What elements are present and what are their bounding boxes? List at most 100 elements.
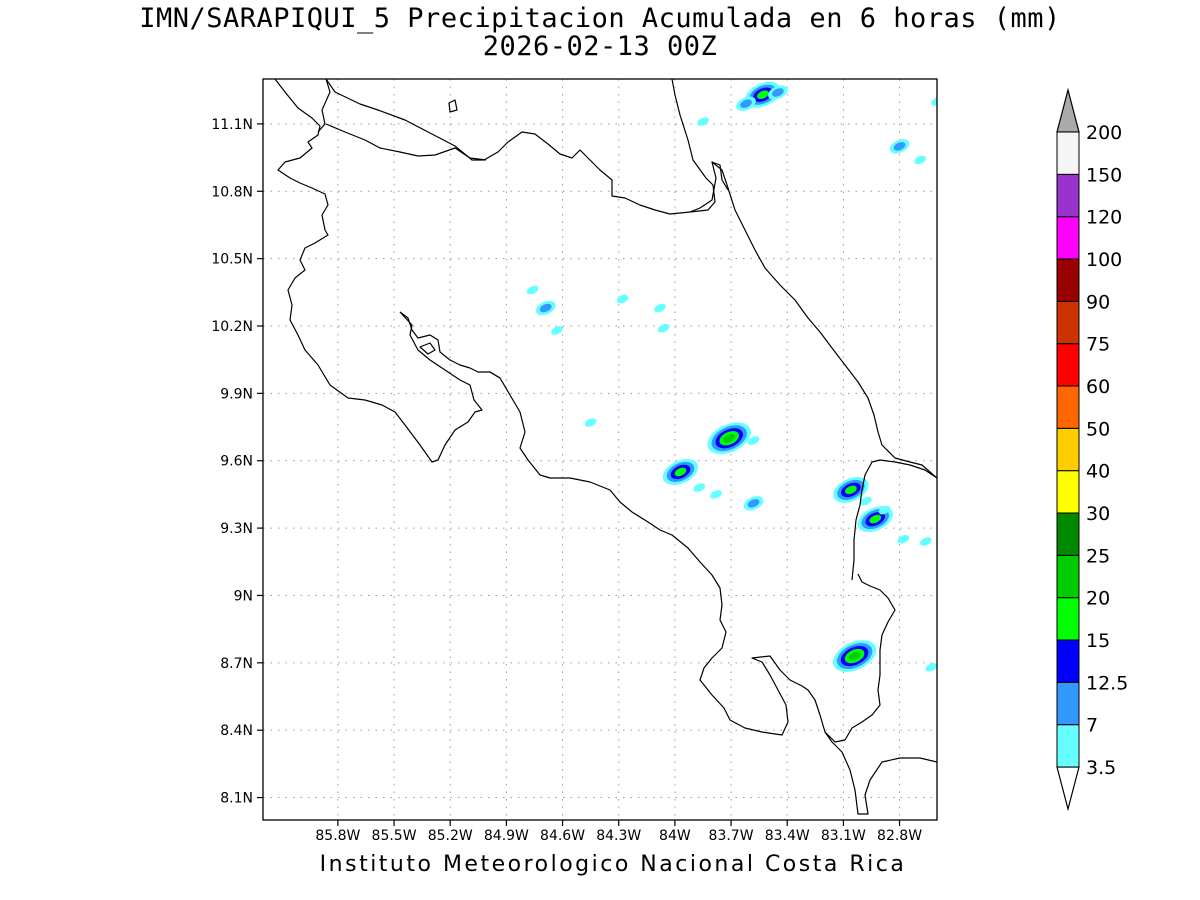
precip-contour (693, 483, 706, 492)
precip-cell (860, 496, 872, 506)
precip-contour (914, 155, 926, 165)
precip-cell (925, 663, 937, 672)
precip-contour (747, 499, 760, 508)
precip-cell (736, 96, 756, 111)
lon-tick-label: 84W (659, 828, 691, 844)
colorbar-swatch (1056, 681, 1080, 726)
precip-cell (535, 300, 556, 316)
lat-tick-label: 9N (234, 588, 253, 604)
lat-tick-label: 10.5N (211, 252, 253, 268)
colorbar-swatch (1056, 131, 1080, 175)
lon-tick-label: 84.6W (540, 828, 585, 844)
precip-contour (584, 418, 597, 427)
precip-contour (654, 303, 666, 313)
precip-contour (925, 663, 937, 672)
panama-border (851, 459, 937, 581)
colorbar-over-triangle (1056, 87, 1080, 133)
precip-cell (889, 139, 910, 154)
lat-tick-label: 9.9N (220, 386, 253, 402)
colorbar-label: 150 (1086, 164, 1122, 186)
precip-cell (747, 436, 760, 445)
colorbar-label: 25 (1086, 545, 1110, 567)
lat-tick-label: 11.1N (211, 117, 253, 133)
precip-contour (616, 294, 629, 304)
colorbar-label: 50 (1086, 418, 1110, 440)
precip-cell (526, 285, 539, 295)
lon-tick-label: 85.2W (428, 828, 473, 844)
colorbar-swatch (1056, 724, 1080, 768)
lake-island (448, 99, 458, 113)
precip-cell (768, 85, 788, 100)
footer-credit: Instituto Meteorologico Nacional Costa R… (319, 852, 907, 877)
lon-tick-label: 84.9W (484, 828, 529, 844)
lake-nicaragua-shore-west (317, 79, 331, 133)
precip-contour (723, 434, 736, 443)
lat-tick-label: 9.6N (220, 454, 253, 470)
precip-cell (616, 294, 629, 304)
precip-cell (693, 483, 706, 492)
colorbar-swatch (1056, 512, 1080, 556)
graticule (263, 79, 937, 820)
map-frame (262, 78, 938, 821)
precip-cell (919, 537, 932, 546)
lon-tick-label: 84.3W (596, 828, 641, 844)
colorbar-label: 7 (1086, 715, 1098, 737)
lon-tick-label: 83.1W (821, 828, 866, 844)
lat-tick-label: 9.3N (220, 521, 253, 537)
lon-tick-label: 85.8W (315, 828, 360, 844)
lon-tick-label: 83.7W (709, 828, 754, 844)
precip-cell (931, 97, 937, 106)
gulf-of-nicoya (399, 311, 501, 379)
map-timestamp: 2026-02-13 00Z (482, 31, 718, 62)
lon-tick-label: 83.4W (765, 828, 810, 844)
precip-contour (931, 97, 937, 106)
precip-cell (584, 418, 597, 427)
latitude-axis: 8.1N 8.4N 8.7N 9N 9.3N 9.6N 9.9N 10.2N 10.5N 10.8… (211, 117, 263, 807)
precip-contour (657, 323, 670, 333)
lat-tick-label: 8.7N (220, 656, 253, 672)
colorbar-label: 100 (1086, 249, 1122, 271)
map-title: IMN/SARAPIQUI_5 Precipitacion Acumulada … (139, 3, 1061, 34)
precip-contour (772, 88, 784, 97)
chira-island (419, 342, 436, 355)
precip-contour (551, 326, 563, 335)
precip-contour (539, 303, 552, 313)
colorbar-swatch (1056, 427, 1080, 472)
precip-contour (757, 90, 769, 99)
colorbar-swatch (1056, 554, 1080, 599)
coastline-and-borders (274, 79, 937, 815)
precip-cell (657, 323, 670, 333)
precip-cell (697, 117, 709, 126)
colorbar-label: 30 (1086, 503, 1110, 525)
precipitation-overlay (526, 81, 937, 672)
precip-contour (526, 285, 539, 295)
precip-contour (845, 485, 857, 495)
precip-contour (893, 142, 906, 151)
colorbar-swatch (1056, 385, 1080, 429)
precip-contour (919, 537, 932, 546)
precip-contour (897, 535, 910, 544)
precip-cell (745, 81, 781, 108)
precip-contour (848, 651, 861, 661)
precip-cell (897, 535, 910, 544)
colorbar-swatch (1056, 639, 1080, 683)
lat-tick-label: 8.4N (220, 723, 253, 739)
precip-cell (914, 155, 926, 165)
lon-tick-label: 82.8W (877, 828, 922, 844)
lat-tick-label: 8.1N (220, 791, 253, 807)
colorbar-swatch (1056, 258, 1080, 302)
precip-contour (860, 496, 872, 506)
precip-cell (878, 505, 891, 515)
precip-cell (710, 490, 722, 499)
precip-contour (878, 505, 891, 515)
north-border (325, 123, 487, 161)
colorbar-label: 12.5 (1086, 672, 1128, 694)
colorbar-swatch (1056, 173, 1080, 218)
colorbar: 3.5 7 12.5 15 20 25 30 40 50 60 75 90 100 120 150 200 (1056, 87, 1128, 812)
colorbar-swatch (1056, 300, 1080, 345)
precip-cell (654, 303, 666, 313)
longitude-axis: 85.8W 85.5W 85.2W 84.9W 84.6W 84.3W 84W 83.7W 83… (315, 820, 922, 844)
colorbar-label: 120 (1086, 207, 1122, 229)
colorbar-label: 90 (1086, 291, 1110, 313)
